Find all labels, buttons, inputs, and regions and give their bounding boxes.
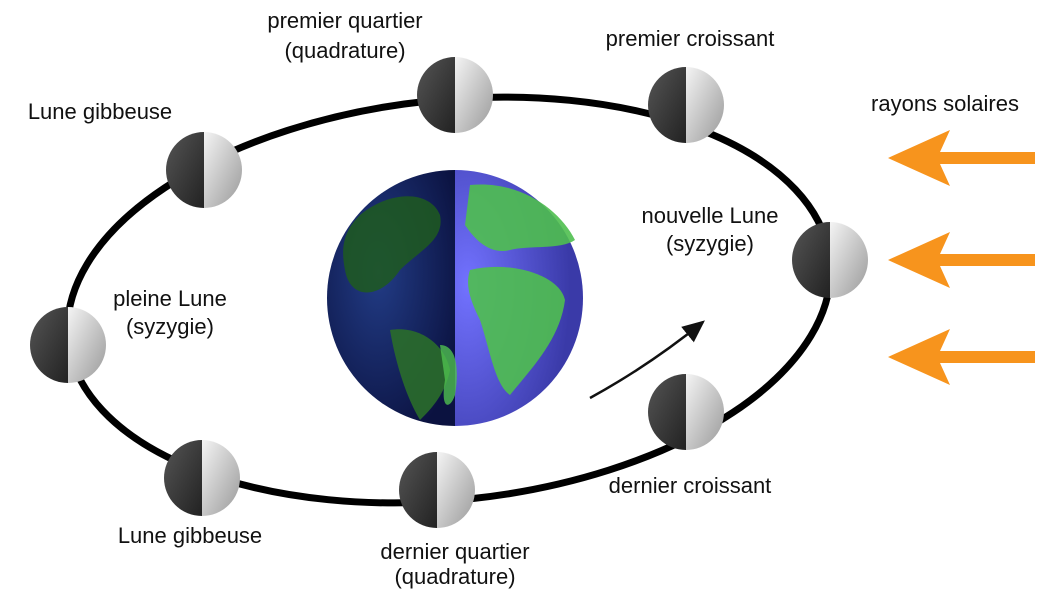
- label: Lune gibbeuse: [118, 523, 262, 548]
- label: rayons solaires: [871, 91, 1019, 116]
- label: (quadrature): [394, 564, 515, 589]
- moon: [30, 307, 106, 383]
- moon: [166, 132, 242, 208]
- sun-ray-arrow: [888, 329, 1035, 385]
- moon: [648, 67, 724, 143]
- label: pleine Lune: [113, 286, 227, 311]
- moon-phases-diagram: premier quartier (quadrature) premier cr…: [0, 0, 1037, 591]
- earth: [327, 170, 583, 426]
- moon: [399, 452, 475, 528]
- label: dernier croissant: [609, 473, 772, 498]
- moon: [164, 440, 240, 516]
- label: nouvelle Lune: [641, 203, 778, 228]
- label: (syzygie): [666, 231, 754, 256]
- moon: [792, 222, 868, 298]
- label: premier croissant: [606, 26, 775, 51]
- moon: [648, 374, 724, 450]
- label: (syzygie): [126, 314, 214, 339]
- label: dernier quartier: [380, 539, 529, 564]
- sun-rays: [888, 130, 1035, 385]
- label: (quadrature): [284, 38, 405, 63]
- label: premier quartier: [267, 8, 422, 33]
- label: Lune gibbeuse: [28, 99, 172, 124]
- moon: [417, 57, 493, 133]
- sun-ray-arrow: [888, 130, 1035, 186]
- sun-ray-arrow: [888, 232, 1035, 288]
